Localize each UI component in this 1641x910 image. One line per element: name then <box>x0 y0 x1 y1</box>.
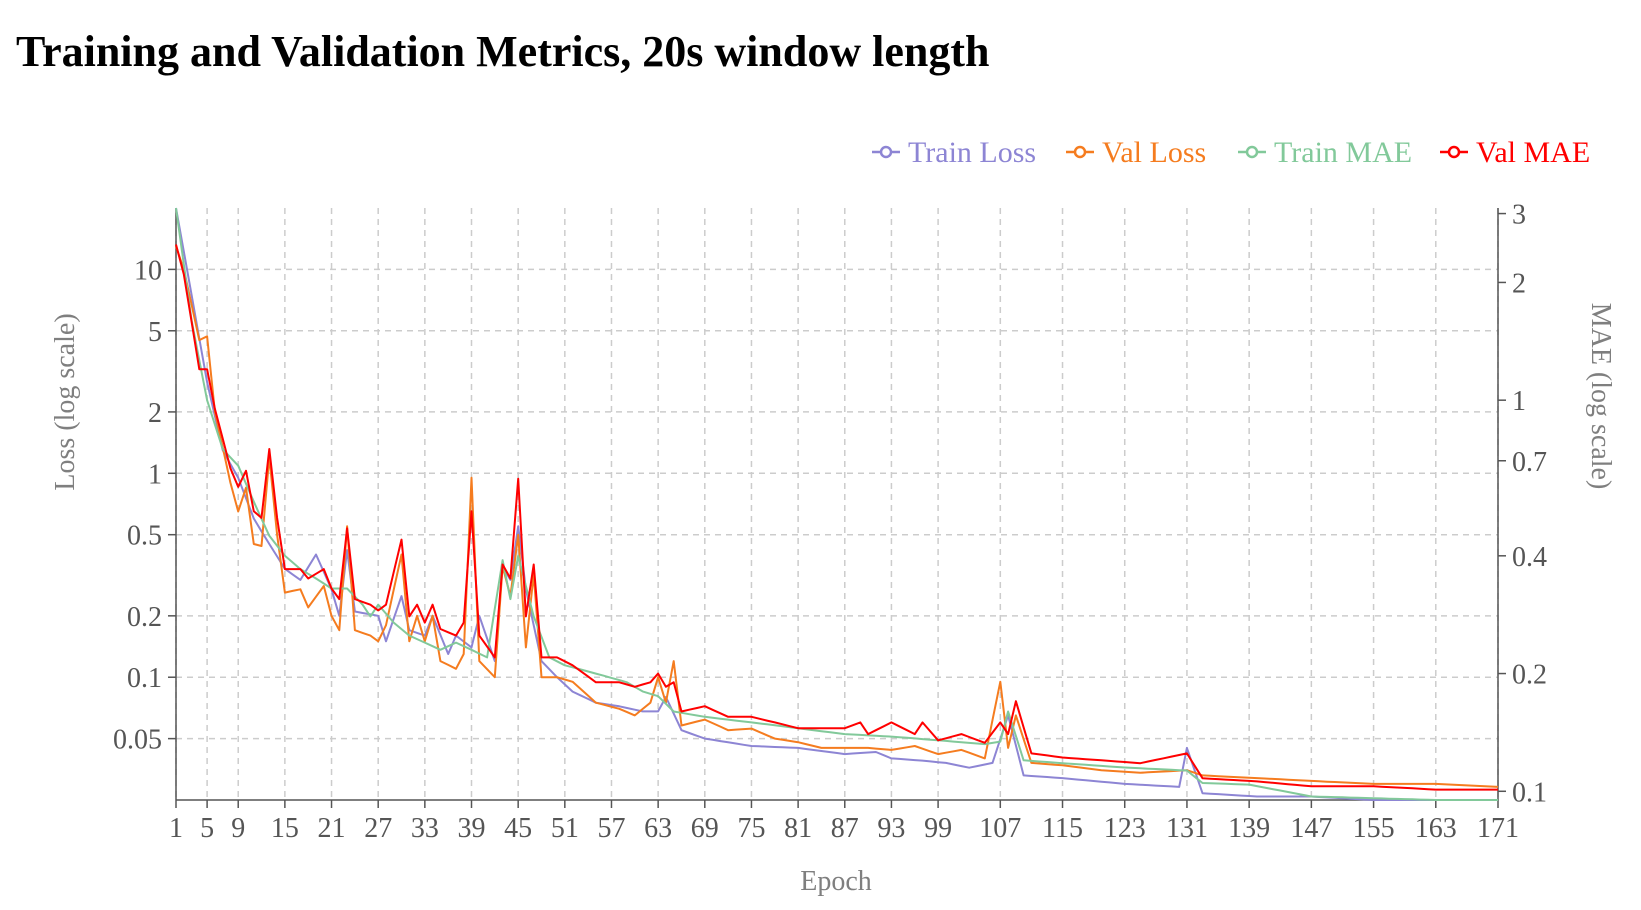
x-tick-label: 171 <box>1477 813 1519 844</box>
legend-marker-icon <box>1245 145 1259 159</box>
series-layer <box>175 207 1499 801</box>
x-tick-label: 27 <box>364 813 392 844</box>
y-axis-left-title: Loss (log scale) <box>50 313 81 490</box>
x-tick-label: 139 <box>1228 813 1270 844</box>
x-tick-label: 45 <box>504 813 532 844</box>
series-line-val-mae <box>175 244 1498 791</box>
x-tick-label: 63 <box>644 813 672 844</box>
x-tick-label: 93 <box>877 813 905 844</box>
legend-label: Val Loss <box>1102 136 1206 169</box>
y-right-tick-label: 1 <box>1512 386 1526 417</box>
x-tick-label: 81 <box>784 813 812 844</box>
legend-marker-icon <box>879 145 893 159</box>
x-tick-label: 15 <box>271 813 299 844</box>
y-left-tick-label: 5 <box>148 317 162 348</box>
x-tick-label: 5 <box>200 813 214 844</box>
series-line-train-loss <box>175 207 1498 801</box>
y-right-tick-label: 0.7 <box>1512 447 1547 478</box>
legend-item-train-mae[interactable]: Train MAE <box>1238 136 1412 169</box>
x-tick-label: 51 <box>551 813 579 844</box>
x-tick-label: 33 <box>411 813 439 844</box>
legend-label: Train Loss <box>908 136 1036 169</box>
axes-layer: 1 5 9 15 21 27 33 39 45 51 57 63 69 75 81 87 93 99 107 115 1… <box>113 200 1547 844</box>
legend-item-val-mae[interactable]: Val MAE <box>1440 136 1590 169</box>
series-line-train-mae <box>175 207 1498 801</box>
y-left-tick-label: 0.05 <box>113 725 162 756</box>
legend-marker-icon <box>1447 145 1461 159</box>
x-tick-label: 39 <box>458 813 486 844</box>
y-axis-right-title: MAE (log scale) <box>1585 303 1616 490</box>
legend-item-val-loss[interactable]: Val Loss <box>1066 136 1206 169</box>
x-tick-label: 107 <box>979 813 1021 844</box>
y-right-tick-label: 3 <box>1512 200 1526 231</box>
x-tick-label: 21 <box>318 813 346 844</box>
x-tick-label: 99 <box>924 813 952 844</box>
y-right-tick-label: 0.2 <box>1512 660 1547 691</box>
x-tick-label: 87 <box>831 813 859 844</box>
x-tick-label: 75 <box>737 813 765 844</box>
legend-label: Val MAE <box>1476 136 1590 169</box>
y-left-tick-label: 0.5 <box>127 521 162 552</box>
y-left-tick-label: 0.1 <box>127 663 162 694</box>
x-tick-label: 155 <box>1353 813 1395 844</box>
legend-label: Train MAE <box>1274 136 1412 169</box>
y-right-tick-label: 0.4 <box>1512 542 1547 573</box>
legend-item-train-loss[interactable]: Train Loss <box>872 136 1036 169</box>
x-tick-label: 131 <box>1166 813 1208 844</box>
x-tick-label: 57 <box>597 813 625 844</box>
x-tick-label: 115 <box>1042 813 1083 844</box>
chart-title: Training and Validation Metrics, 20s win… <box>16 27 990 76</box>
legend[interactable]: Train Loss Val Loss Train MAE Val MAE <box>872 136 1590 169</box>
y-right-tick-label: 2 <box>1512 268 1526 299</box>
x-tick-label: 69 <box>691 813 719 844</box>
y-left-tick-label: 10 <box>134 255 162 286</box>
legend-marker-icon <box>1073 145 1087 159</box>
series-line-val-loss <box>175 245 1499 788</box>
y-left-tick-label: 0.2 <box>127 602 162 633</box>
y-left-tick-label: 1 <box>148 459 162 490</box>
x-tick-label: 9 <box>231 813 245 844</box>
y-right-tick-label: 0.1 <box>1512 777 1547 808</box>
y-left-tick-label: 2 <box>148 398 162 429</box>
x-tick-label: 147 <box>1290 813 1332 844</box>
x-tick-label: 123 <box>1104 813 1146 844</box>
x-tick-label: 163 <box>1415 813 1457 844</box>
x-axis-title: Epoch <box>800 866 872 897</box>
x-tick-label: 1 <box>169 813 183 844</box>
grid-layer <box>175 208 1499 800</box>
